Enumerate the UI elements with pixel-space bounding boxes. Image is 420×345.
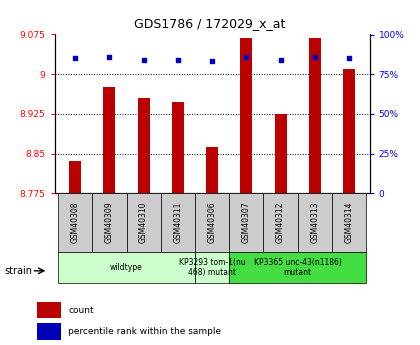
Bar: [206, 147, 218, 193]
Point: [72, 56, 79, 61]
Text: GSM40308: GSM40308: [71, 202, 80, 243]
FancyBboxPatch shape: [126, 193, 161, 252]
Point: [106, 54, 113, 59]
FancyBboxPatch shape: [298, 193, 332, 252]
FancyBboxPatch shape: [58, 252, 195, 283]
FancyBboxPatch shape: [58, 193, 92, 252]
FancyBboxPatch shape: [195, 252, 229, 283]
Text: wildtype: wildtype: [110, 263, 143, 272]
Text: GSM40314: GSM40314: [344, 202, 354, 243]
Point: [140, 57, 147, 63]
Text: KP3365 unc-43(n1186)
mutant: KP3365 unc-43(n1186) mutant: [254, 258, 341, 277]
FancyBboxPatch shape: [263, 193, 298, 252]
Point: [174, 57, 181, 63]
Point: [312, 54, 318, 59]
Text: GSM40309: GSM40309: [105, 202, 114, 243]
Text: GSM40311: GSM40311: [173, 202, 182, 243]
Bar: [309, 38, 321, 193]
Text: count: count: [68, 306, 94, 315]
Bar: [37, 302, 60, 318]
FancyBboxPatch shape: [161, 193, 195, 252]
FancyBboxPatch shape: [195, 193, 229, 252]
Text: GSM40307: GSM40307: [242, 202, 251, 243]
Bar: [240, 38, 252, 193]
Bar: [343, 69, 355, 193]
Text: GDS1786 / 172029_x_at: GDS1786 / 172029_x_at: [134, 17, 286, 30]
Bar: [69, 161, 81, 193]
Point: [277, 57, 284, 63]
Bar: [172, 102, 184, 193]
Text: GSM40306: GSM40306: [207, 202, 217, 243]
Point: [243, 54, 250, 59]
Text: GSM40313: GSM40313: [310, 202, 319, 243]
Text: KP3293 tom-1(nu
468) mutant: KP3293 tom-1(nu 468) mutant: [179, 258, 245, 277]
FancyBboxPatch shape: [229, 252, 366, 283]
Bar: [275, 115, 286, 193]
Bar: [103, 87, 116, 193]
FancyBboxPatch shape: [332, 193, 366, 252]
Point: [346, 56, 352, 61]
Text: percentile rank within the sample: percentile rank within the sample: [68, 327, 221, 336]
Bar: [138, 98, 150, 193]
Text: strain: strain: [4, 266, 32, 276]
FancyBboxPatch shape: [229, 193, 263, 252]
Point: [209, 59, 215, 64]
Text: GSM40312: GSM40312: [276, 202, 285, 243]
Text: GSM40310: GSM40310: [139, 202, 148, 243]
Bar: [37, 323, 60, 340]
FancyBboxPatch shape: [92, 193, 126, 252]
